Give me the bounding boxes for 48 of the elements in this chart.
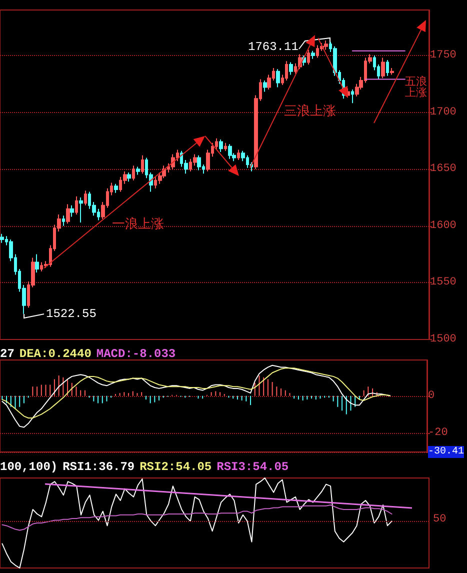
candlestick [197, 154, 201, 171]
y-tick-label: 1750 [430, 49, 456, 62]
candlestick [132, 165, 135, 181]
candlestick [381, 57, 385, 79]
candlestick [0, 233, 4, 244]
text: 50 [433, 514, 446, 526]
candlestick [75, 196, 78, 216]
y-tick-label: 1600 [430, 220, 456, 232]
line-series [2, 368, 390, 418]
y-tick-label: -20 [428, 426, 448, 439]
y-tick-label: -30.41 [428, 446, 464, 458]
candlestick [35, 254, 39, 273]
candlestick [237, 149, 240, 160]
candlestick [66, 204, 70, 224]
candlestick [114, 183, 118, 194]
candlestick [311, 50, 315, 60]
candlestick [141, 154, 144, 174]
y-tick-label: 0 [428, 390, 435, 402]
y-tick-label: 1550 [430, 276, 456, 289]
candlestick [224, 142, 227, 152]
line-series [2, 364, 390, 428]
annotation: 1522.55 [46, 307, 96, 321]
candlestick [127, 172, 131, 182]
chart-title: 27 DEA:0.2440 MACD:-8.033 [0, 347, 176, 361]
candlestick [219, 139, 223, 153]
annotation: 一浪上涨 [112, 216, 164, 232]
annotation: 三浪上涨 [284, 103, 336, 119]
candlestick [390, 67, 394, 76]
chart-title: 100,100) RSI1:36.79 RSI2:54.05 RSI3:54.05 [0, 460, 289, 474]
annotation: 1763.11 [248, 40, 298, 54]
candlestick [84, 190, 87, 206]
candlestick [307, 49, 310, 66]
candlestick [70, 204, 74, 218]
candlestick [136, 166, 140, 176]
candlestick [79, 196, 83, 223]
y-tick-label: 1650 [430, 163, 456, 176]
annotation: 五浪上涨 [405, 75, 427, 99]
y-tick-label: 1700 [430, 106, 456, 118]
candlestick [62, 215, 65, 226]
candlestick [351, 89, 354, 104]
y-tick-label: 1500 [430, 334, 456, 346]
candlestick [324, 40, 328, 50]
candlestick [228, 144, 232, 160]
candlestick [289, 62, 293, 76]
candlestick [285, 60, 288, 81]
candlestick [386, 59, 389, 76]
candlestick [263, 80, 267, 92]
candlestick [276, 68, 280, 88]
